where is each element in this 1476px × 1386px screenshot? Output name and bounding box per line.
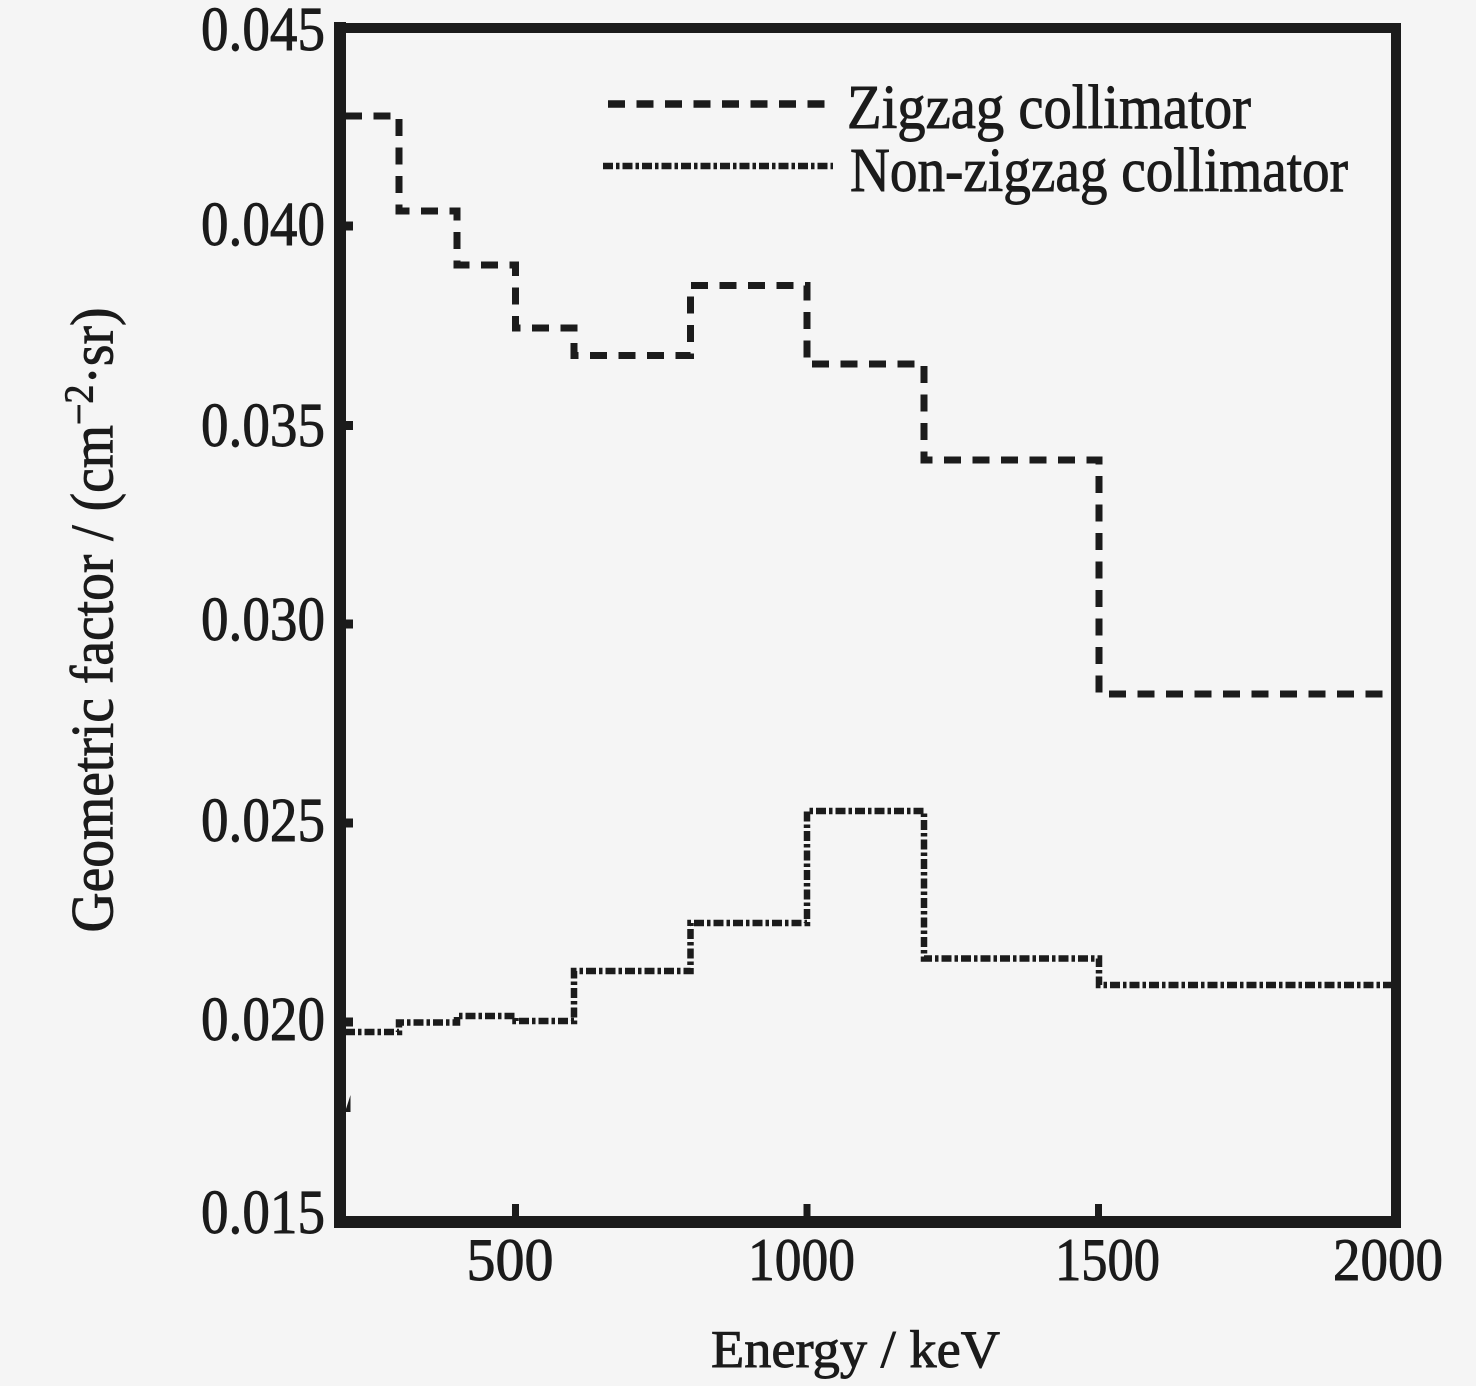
svg-text:Non-zigzag collimator: Non-zigzag collimator	[850, 137, 1348, 205]
svg-text:Zigzag collimator: Zigzag collimator	[847, 74, 1251, 142]
svg-text:1000: 1000	[748, 1227, 855, 1293]
svg-text:2000: 2000	[1333, 1227, 1443, 1293]
svg-text:0.040: 0.040	[201, 191, 325, 259]
svg-text:Energy / keV: Energy / keV	[711, 1321, 1000, 1379]
svg-text:1500: 1500	[1055, 1227, 1160, 1293]
svg-text:500: 500	[467, 1227, 554, 1293]
svg-text:0.025: 0.025	[201, 787, 325, 855]
svg-text:0.020: 0.020	[201, 986, 325, 1054]
svg-text:0.045: 0.045	[201, 0, 325, 64]
svg-text:0.030: 0.030	[201, 586, 325, 654]
svg-text:0.035: 0.035	[201, 392, 325, 460]
svg-text:0.015: 0.015	[201, 1179, 325, 1247]
